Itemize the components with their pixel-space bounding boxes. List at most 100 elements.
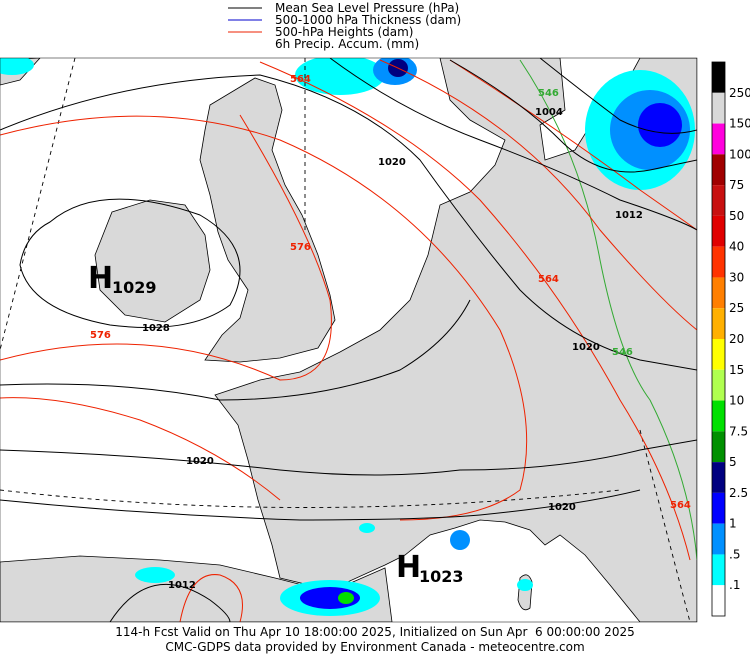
colorbar-frame [711, 61, 726, 617]
colorbar-label: 10 [729, 394, 744, 408]
precip-area [638, 103, 682, 147]
colorbar-swatch [712, 585, 725, 616]
height-contour [449, 59, 697, 231]
colorbar-label: 50 [729, 209, 744, 223]
colorbar-label: 2.5 [729, 486, 748, 500]
colorbar-swatch [712, 523, 725, 555]
thickness-label: 546 [612, 347, 633, 358]
colorbar-label: 40 [729, 240, 744, 254]
pressure-label: 1012 [615, 210, 643, 221]
pressure-label: 1020 [548, 502, 576, 513]
colorbar-swatch [712, 308, 725, 339]
colorbar-swatch [712, 92, 725, 124]
pressure-contour [19, 198, 241, 328]
pressure-label: 1012 [168, 580, 196, 591]
map: 1004 1020 1012 1028 1020 1020 1020 1012 … [0, 58, 697, 622]
legend-label: 6h Precip. Accum. (mm) [275, 37, 419, 51]
height-contour [259, 61, 691, 561]
map-frame [0, 57, 698, 623]
colorbar-swatch [712, 339, 725, 370]
pressure-label: 1020 [572, 342, 600, 353]
colorbar-label: 7.5 [729, 424, 748, 438]
height-label: 576 [290, 242, 311, 253]
contour-labels: 1004 1020 1012 1028 1020 1020 1020 1012 … [90, 74, 691, 591]
pressure-contour [449, 59, 697, 173]
colorbar-label: 150 [729, 117, 750, 131]
high-value: 1029 [112, 278, 157, 297]
colorbar-label: 30 [729, 270, 744, 284]
pressure-centers: H 1029 H 1023 [88, 261, 464, 586]
height-contours [0, 59, 697, 622]
height-contour [0, 114, 332, 381]
colorbar-label: .5 [729, 547, 740, 561]
colorbar-label: .1 [729, 578, 740, 592]
thickness-label: 546 [538, 88, 559, 99]
height-contour [379, 59, 697, 331]
pressure-contour [329, 58, 697, 231]
precip-area [359, 523, 375, 533]
legend-label: 500-hPa Heights (dam) [275, 25, 413, 39]
legend-label: Mean Sea Level Pressure (hPa) [275, 1, 459, 15]
legend-label: 500-1000 hPa Thickness (dam) [275, 13, 461, 27]
pressure-contour [0, 489, 641, 521]
pressure-contour [109, 583, 231, 622]
meridian [0, 58, 76, 351]
colorbar-swatch [712, 431, 725, 463]
footer-line: 114-h Fcst Valid on Thu Apr 10 18:00:00 … [115, 625, 634, 639]
colorbar-swatch [712, 215, 725, 247]
graticule [0, 58, 691, 622]
colorbar-swatch [712, 462, 725, 493]
footer-line: CMC-GDPS data provided by Environment Ca… [165, 640, 584, 654]
precip-area [338, 592, 354, 604]
colorbar-label: 1 [729, 517, 737, 531]
precip-area [135, 567, 175, 583]
ireland [94, 199, 211, 323]
pressure-contour [0, 74, 697, 371]
height-contour [179, 574, 243, 622]
colorbar-label: 25 [729, 301, 744, 315]
pressure-label: 1020 [378, 157, 406, 168]
colorbar-swatch [712, 62, 725, 93]
colorbar-swatch [712, 277, 725, 309]
high-letter: H [396, 550, 421, 585]
high-letter: H [88, 261, 113, 296]
pressure-label: 1028 [142, 323, 170, 334]
pressure-contours [0, 58, 697, 622]
height-label: 576 [90, 330, 111, 341]
high-value: 1023 [419, 567, 464, 586]
colorbar-label: 250 [729, 86, 750, 100]
pressure-contour [0, 439, 697, 476]
height-contour [0, 397, 281, 501]
colorbar-swatch [712, 554, 725, 586]
pressure-contour [539, 58, 697, 134]
colorbar-swatch [712, 123, 725, 155]
colorbar-swatch [712, 185, 725, 216]
parallel [0, 489, 621, 508]
colorbar-swatch [712, 246, 725, 278]
meridian [639, 429, 691, 622]
colorbar-swatch [712, 492, 725, 524]
colorbar: 250 150 100 75 50 40 30 25 20 15 10 7.5 5 2.5 1 .5 .1 [711, 61, 750, 617]
colorbar-label: 5 [729, 455, 737, 469]
colorbar-label: 75 [729, 178, 744, 192]
continent [214, 58, 697, 622]
precip-area [517, 579, 533, 591]
pressure-contour [0, 299, 471, 401]
colorbar-swatch [712, 369, 725, 401]
precip-area [0, 58, 34, 75]
colorbar-swatch [712, 154, 725, 186]
precip-area [450, 530, 470, 550]
pressure-label: 1004 [535, 107, 563, 118]
pressure-label: 1020 [186, 456, 214, 467]
height-label: 564 [670, 500, 691, 511]
height-label: 564 [538, 274, 559, 285]
colorbar-label: 100 [729, 147, 750, 161]
great-britain [199, 77, 336, 363]
precip-area [295, 58, 385, 95]
legend: Mean Sea Level Pressure (hPa) 500-1000 h… [228, 1, 461, 51]
precipitation [0, 58, 695, 616]
colorbar-swatch [712, 400, 725, 432]
height-label: 564 [290, 74, 311, 85]
colorbar-label: 20 [729, 332, 744, 346]
